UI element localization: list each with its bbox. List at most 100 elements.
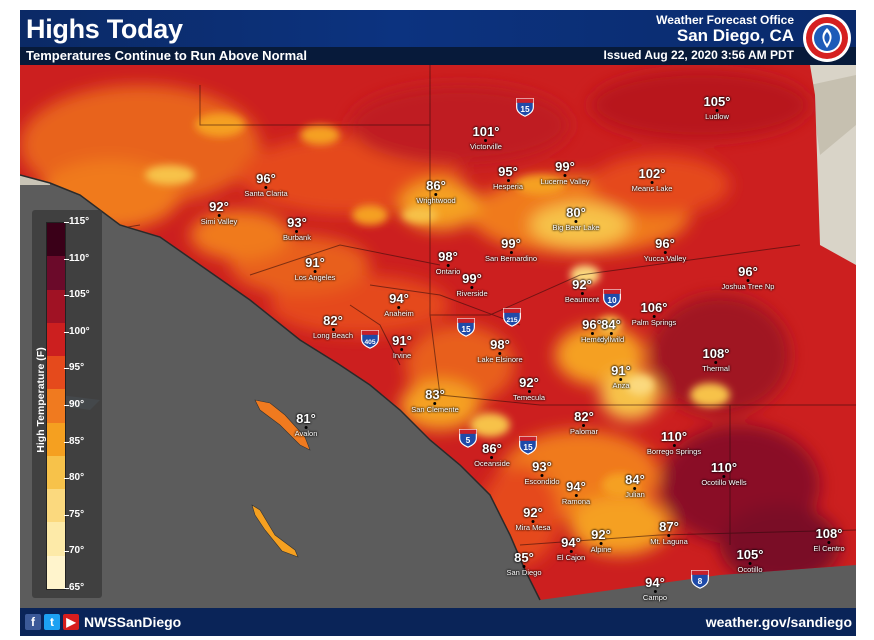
city-temperature: 92°	[519, 375, 539, 390]
legend-label: 95°	[69, 362, 85, 374]
city-marker	[295, 230, 299, 233]
city-label: 99° San Bernardino	[485, 237, 537, 263]
interstate-5-shield: 5	[459, 429, 477, 448]
city-label: 96° Santa Clarita	[244, 172, 287, 198]
issued-timestamp: Issued Aug 22, 2020 3:56 AM PDT	[603, 48, 794, 62]
city-temperature: 81°	[296, 411, 316, 426]
city-name: Ocotillo Wells	[701, 478, 747, 487]
city-temperature: 110°	[710, 460, 738, 475]
city-temperature: 86°	[426, 178, 446, 193]
city-marker	[672, 444, 676, 447]
legend-tick	[64, 441, 69, 443]
city-marker	[264, 186, 268, 189]
legend-swatch	[47, 522, 65, 556]
city-marker	[746, 279, 750, 282]
legend-tick	[64, 478, 69, 480]
city-temperature: 92°	[523, 505, 543, 520]
city-name: Wrightwood	[416, 196, 456, 205]
city-label: 96° Joshua Tree Np	[722, 265, 775, 291]
website-link[interactable]: weather.gov/sandiego	[705, 614, 852, 630]
city-temperature: 98°	[490, 337, 510, 352]
city-name: San Clemente	[411, 405, 459, 414]
facebook-icon[interactable]: f	[25, 614, 41, 630]
city-label: 92° Beaumont	[565, 278, 599, 304]
city-label: 86° Wrightwood	[416, 179, 455, 205]
city-temperature: 96°	[582, 317, 602, 332]
city-temperature: 94°	[561, 535, 581, 550]
city-label: 94° Ramona	[562, 480, 590, 506]
city-name: Ramona	[561, 497, 591, 506]
city-marker	[531, 520, 535, 523]
city-name: Burbank	[283, 233, 311, 242]
city-label: 91° Irvine	[392, 334, 412, 360]
city-label: 80° Big Bear Lake	[552, 206, 599, 232]
legend-tick	[64, 588, 69, 589]
city-marker	[470, 286, 474, 289]
city-marker	[748, 562, 752, 565]
legend-label: 65°	[69, 582, 85, 593]
legend-tick	[64, 222, 69, 223]
city-label: 86° Oceanside	[474, 442, 510, 468]
city-temperature: 92°	[209, 199, 229, 214]
city-temperature: 94°	[645, 575, 665, 590]
city-name: Ocotillo	[737, 565, 763, 574]
city-name: Simi Valley	[200, 217, 238, 226]
city-label: 94° Anaheim	[384, 292, 414, 318]
legend-tick	[64, 331, 69, 333]
city-temperature: 91°	[392, 333, 412, 348]
shield-label: 15	[523, 442, 533, 452]
city-label: 82° Palomar	[570, 410, 598, 436]
city-name: Oceanside	[474, 459, 510, 468]
legend-label: 115°	[69, 216, 90, 227]
city-marker	[563, 174, 567, 177]
city-label: 98° Ontario	[436, 250, 461, 276]
city-marker	[540, 474, 544, 477]
city-label: 101° Victorville	[470, 125, 502, 151]
forecast-graphic: Highs Today Temperatures Continue to Run…	[20, 10, 856, 636]
legend-tick	[64, 514, 69, 516]
city-temperature: 102°	[638, 166, 666, 181]
city-name: San Diego	[506, 568, 542, 577]
footer-bar: f t ▶ NWSSanDiego weather.gov/sandiego	[20, 608, 856, 636]
city-label: 92° Alpine	[591, 528, 612, 554]
city-name: Borrego Springs	[646, 447, 702, 456]
legend-swatch	[47, 455, 65, 490]
city-temperature: 110°	[660, 429, 688, 444]
city-label: 84° Julian	[625, 473, 645, 499]
legend-swatch	[47, 422, 65, 456]
youtube-icon[interactable]: ▶	[63, 614, 79, 630]
city-label: 102° Means Lake	[632, 167, 673, 193]
interstate-215-shield: 215	[503, 308, 521, 327]
legend-tick	[64, 551, 69, 553]
twitter-icon[interactable]: t	[44, 614, 60, 630]
city-marker	[433, 402, 437, 405]
city-name: Yucca Valley	[643, 254, 687, 263]
city-label: 87° Mt. Laguna	[650, 520, 688, 546]
legend-swatch	[47, 223, 65, 257]
city-name: Riverside	[456, 289, 488, 298]
city-name: El Cajon	[556, 553, 586, 562]
legend-label: 110°	[69, 252, 90, 264]
city-marker	[331, 328, 335, 331]
city-label: 105° Ludlow	[704, 95, 731, 121]
legend-label: 85°	[69, 435, 85, 447]
city-temperature: 92°	[591, 527, 611, 542]
social-handle[interactable]: NWSSanDiego	[84, 614, 182, 630]
city-temperature: 91°	[611, 363, 631, 378]
legend-swatch	[47, 555, 65, 589]
city-marker	[582, 424, 586, 427]
city-marker	[609, 332, 613, 335]
legend-label: 80°	[69, 472, 85, 484]
legend-swatch	[47, 322, 65, 357]
office-label: Weather Forecast Office	[656, 13, 794, 27]
city-marker	[663, 251, 667, 254]
city-temperature: 91°	[305, 255, 325, 270]
city-label: 105° Ocotillo	[737, 548, 764, 574]
subtitle-bar	[20, 47, 856, 65]
legend-swatch	[47, 356, 65, 390]
city-label: 106° Palm Springs	[632, 301, 677, 327]
interstate-405-shield: 405	[361, 330, 379, 349]
city-label: 92° Simi Valley	[201, 200, 238, 226]
city-label: 95° Hesperia	[493, 165, 523, 191]
city-temperature: 85°	[514, 550, 534, 565]
